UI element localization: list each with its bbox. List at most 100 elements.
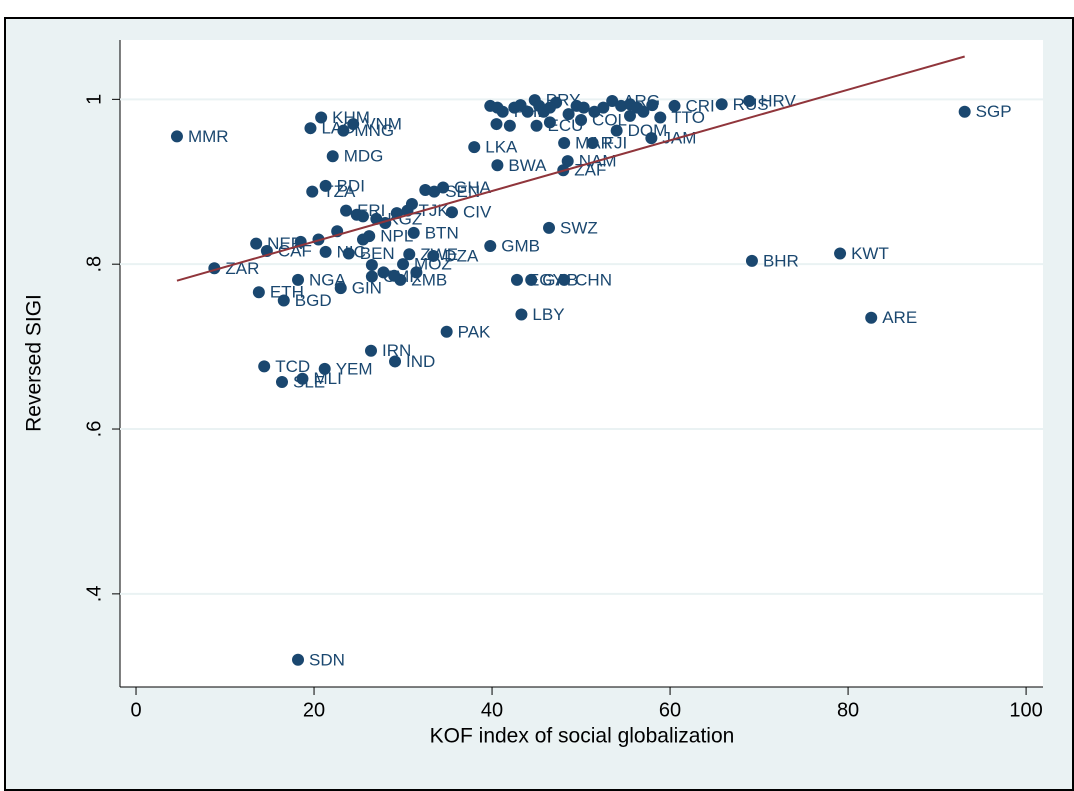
point <box>365 270 378 283</box>
point-label: SWZ <box>560 218 598 237</box>
point <box>315 111 328 124</box>
point <box>745 254 758 267</box>
point-label: EGY <box>528 270 564 289</box>
point-label: KHM <box>332 108 370 127</box>
point <box>958 105 971 118</box>
point <box>521 105 534 118</box>
point-label: RUS <box>733 95 769 114</box>
point <box>624 109 637 122</box>
point <box>390 207 403 220</box>
point <box>558 137 571 150</box>
point-label: SGP <box>976 102 1012 121</box>
y-axis-title: Reversed SIGI <box>23 294 46 432</box>
point <box>365 259 378 272</box>
point-label: TCD <box>275 357 310 376</box>
point-label: IND <box>406 352 435 371</box>
x-tick-label: 40 <box>481 699 503 721</box>
point <box>356 233 369 246</box>
x-tick-label: 20 <box>303 699 325 721</box>
x-tick-label: 0 <box>130 699 141 721</box>
point <box>468 141 481 154</box>
point <box>543 221 556 234</box>
point-label: BEN <box>360 244 395 263</box>
point <box>645 132 658 145</box>
point-label: KWT <box>851 244 889 263</box>
point <box>503 119 516 132</box>
point <box>586 137 599 150</box>
point <box>606 94 619 107</box>
point <box>440 325 453 338</box>
point-label: BTN <box>425 223 459 242</box>
point-label: GAB <box>542 270 578 289</box>
point-label: LBY <box>532 305 564 324</box>
point-label: CRI <box>686 96 715 115</box>
point <box>610 124 623 137</box>
x-tick-label: 100 <box>1009 699 1042 721</box>
point <box>637 105 650 118</box>
point-label: NIC <box>337 242 366 261</box>
point <box>252 286 265 299</box>
point <box>543 101 556 114</box>
point <box>342 247 355 260</box>
point-label: BWA <box>508 156 547 175</box>
point-label: COL <box>592 110 627 129</box>
point <box>588 105 601 118</box>
point <box>715 98 728 111</box>
point <box>326 150 339 163</box>
point <box>427 249 440 262</box>
point-label: BHR <box>763 251 799 270</box>
point <box>515 308 528 321</box>
point-label: MLI <box>313 369 341 388</box>
point <box>292 273 305 286</box>
point-label: IRN <box>382 341 411 360</box>
point <box>428 185 441 198</box>
point-label: VNM <box>364 115 402 134</box>
point-label: BDI <box>337 176 365 195</box>
point <box>388 269 401 282</box>
x-axis-title: KOF index of social globalization <box>430 725 735 748</box>
point <box>250 237 263 250</box>
y-tick-label: 1 <box>83 94 105 105</box>
point <box>318 362 331 375</box>
point-label: SDN <box>309 650 345 669</box>
point-label: LKA <box>485 138 518 157</box>
point-label: FJI <box>604 134 628 153</box>
point <box>575 113 588 126</box>
point <box>292 653 305 666</box>
y-tick-label: .4 <box>83 586 105 603</box>
point-label: MNG <box>354 121 394 140</box>
point-label: MOZ <box>414 255 452 274</box>
plot-area <box>120 40 1043 687</box>
point-label: BGD <box>295 291 332 310</box>
point <box>484 240 497 253</box>
point-label: ARE <box>882 308 917 327</box>
point-label: TZA <box>323 182 356 201</box>
point-label: YEM <box>336 359 373 378</box>
y-tick-label: .8 <box>83 256 105 273</box>
point <box>170 130 183 143</box>
point <box>319 245 332 258</box>
point-label: TTO <box>671 108 705 127</box>
point-label: GHA <box>454 178 492 197</box>
point <box>306 185 319 198</box>
point <box>389 355 402 368</box>
point <box>364 344 377 357</box>
point <box>419 184 432 197</box>
fit-line <box>176 55 965 282</box>
point <box>340 204 353 217</box>
point-label: ETH <box>270 283 304 302</box>
point <box>258 360 271 373</box>
point <box>304 122 317 135</box>
point <box>834 247 847 260</box>
point <box>530 119 543 132</box>
point <box>319 179 332 192</box>
point-label: MDG <box>344 147 384 166</box>
point <box>370 212 383 225</box>
point-label: MMR <box>188 127 229 146</box>
point <box>405 198 418 211</box>
point <box>865 311 878 324</box>
point-label: HRV <box>760 91 796 110</box>
point-label: CHN <box>575 270 612 289</box>
point-label: PAK <box>458 322 491 341</box>
point-label: NPL <box>380 227 413 246</box>
